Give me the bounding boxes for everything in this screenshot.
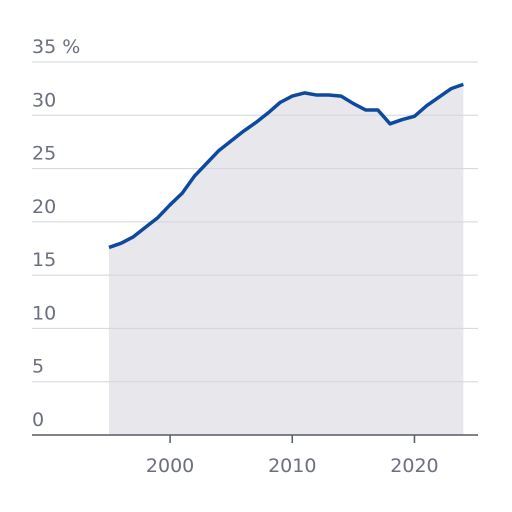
y-tick-label: 35 % bbox=[32, 36, 80, 58]
y-tick-label: 15 bbox=[32, 249, 56, 271]
y-tick-label: 10 bbox=[32, 302, 56, 324]
x-tick-label: 2000 bbox=[146, 455, 194, 477]
y-tick-label: 30 bbox=[32, 89, 56, 111]
line bbox=[108, 82, 464, 250]
y-tick-label: 25 bbox=[32, 143, 56, 165]
y-tick-label: 20 bbox=[32, 196, 56, 218]
y-tick-label: 5 bbox=[32, 356, 44, 378]
x-tick-label: 2020 bbox=[390, 455, 438, 477]
y-tick-label: 0 bbox=[32, 409, 44, 431]
x-tick-label: 2010 bbox=[268, 455, 316, 477]
area bbox=[108, 84, 464, 435]
